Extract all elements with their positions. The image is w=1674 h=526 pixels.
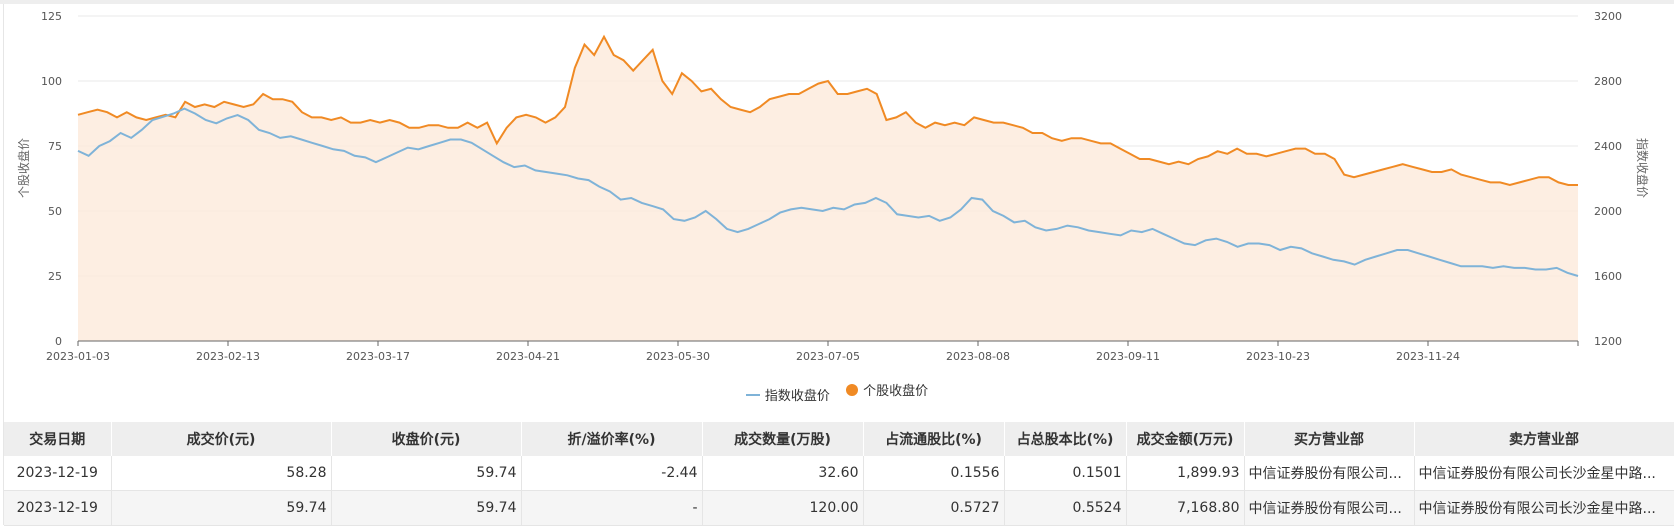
table-header-row: 交易日期 成交价(元) 收盘价(元) 折/溢价率(%) 成交数量(万股) 占流通… bbox=[4, 422, 1674, 456]
left-tick-label: 75 bbox=[48, 140, 62, 153]
stock-price-area bbox=[78, 36, 1578, 342]
right-tick-label: 1600 bbox=[1594, 270, 1622, 283]
left-border bbox=[3, 4, 4, 525]
table-row: 2023-12-19 59.74 59.74 - 120.00 0.5727 0… bbox=[4, 490, 1674, 526]
x-tick-label: 2023-08-08 bbox=[946, 350, 1010, 363]
legend-item-stock[interactable]: 个股收盘价 bbox=[846, 380, 928, 399]
x-tick-label: 2023-03-17 bbox=[346, 350, 410, 363]
x-tick-label: 2023-05-30 bbox=[646, 350, 710, 363]
cell-seller[interactable]: 中信证券股份有限公司长沙金星中路... bbox=[1414, 490, 1674, 526]
right-axis-title: 指数收盘价 bbox=[1635, 138, 1650, 198]
header-trade-date[interactable]: 交易日期 bbox=[4, 422, 112, 456]
chart-legend: 指数收盘价 个股收盘价 bbox=[0, 380, 1674, 404]
header-total-ratio[interactable]: 占总股本比(%) bbox=[1004, 422, 1127, 456]
cell-close-price: 59.74 bbox=[331, 456, 522, 491]
legend-item-index[interactable]: 指数收盘价 bbox=[745, 385, 830, 404]
top-border bbox=[0, 0, 1674, 4]
right-tick-label: 1200 bbox=[1594, 335, 1622, 348]
x-tick-label: 2023-09-11 bbox=[1096, 350, 1160, 363]
header-amount[interactable]: 成交金额(万元) bbox=[1126, 422, 1245, 456]
price-chart: 0 25 50 75 100 125 1200 1600 2000 2400 2800 3200 2… bbox=[16, 10, 1650, 363]
header-buyer[interactable]: 买方营业部 bbox=[1244, 422, 1415, 456]
x-tick-label: 2023-02-13 bbox=[196, 350, 260, 363]
right-tick-label: 2800 bbox=[1594, 75, 1622, 88]
block-trade-table: 交易日期 成交价(元) 收盘价(元) 折/溢价率(%) 成交数量(万股) 占流通… bbox=[4, 422, 1674, 526]
legend-stock-label: 个股收盘价 bbox=[863, 384, 929, 399]
cell-premium-rate: - bbox=[521, 490, 703, 526]
left-axis-title: 个股收盘价 bbox=[16, 138, 31, 198]
stock-price-line bbox=[77, 34, 1578, 187]
header-premium-rate[interactable]: 折/溢价率(%) bbox=[521, 422, 703, 456]
header-close-price[interactable]: 收盘价(元) bbox=[331, 422, 522, 456]
x-tick-label: 2023-10-23 bbox=[1246, 350, 1310, 363]
cell-total-ratio: 0.1501 bbox=[1004, 456, 1127, 491]
right-tick-label: 2400 bbox=[1594, 140, 1622, 153]
cell-close-price: 59.74 bbox=[331, 490, 522, 526]
cell-trade-date: 2023-12-19 bbox=[4, 490, 112, 526]
table-row: 2023-12-19 58.28 59.74 -2.44 32.60 0.155… bbox=[4, 456, 1674, 491]
x-tick-label: 2023-01-03 bbox=[46, 350, 110, 363]
cell-amount: 1,899.93 bbox=[1126, 456, 1245, 491]
cell-buyer[interactable]: 中信证券股份有限公司... bbox=[1244, 456, 1415, 491]
legend-stock-dot-icon bbox=[846, 383, 859, 396]
x-axis-ticks: 2023-01-03 2023-02-13 2023-03-17 2023-04-21… bbox=[46, 341, 1579, 363]
cell-premium-rate: -2.44 bbox=[521, 456, 703, 491]
cell-trade-price: 59.74 bbox=[111, 490, 332, 526]
left-tick-label: 50 bbox=[48, 205, 62, 218]
cell-total-ratio: 0.5524 bbox=[1004, 490, 1127, 526]
left-tick-label: 0 bbox=[55, 335, 62, 348]
cell-buyer[interactable]: 中信证券股份有限公司... bbox=[1244, 490, 1415, 526]
cell-float-ratio: 0.5727 bbox=[863, 490, 1005, 526]
left-y-axis-ticks: 0 25 50 75 100 125 bbox=[41, 10, 62, 348]
header-seller[interactable]: 卖方营业部 bbox=[1414, 422, 1674, 456]
right-tick-label: 2000 bbox=[1594, 205, 1622, 218]
x-tick-label: 2023-04-21 bbox=[496, 350, 560, 363]
cell-float-ratio: 0.1556 bbox=[863, 456, 1005, 491]
x-tick-label: 2023-11-24 bbox=[1396, 350, 1460, 363]
cell-seller[interactable]: 中信证券股份有限公司长沙金星中路... bbox=[1414, 456, 1674, 491]
cell-trade-price: 58.28 bbox=[111, 456, 332, 491]
header-volume[interactable]: 成交数量(万股) bbox=[702, 422, 864, 456]
left-tick-label: 125 bbox=[41, 10, 62, 23]
index-price-line bbox=[77, 107, 1579, 277]
cell-volume: 32.60 bbox=[702, 456, 864, 491]
left-tick-label: 100 bbox=[41, 75, 62, 88]
right-tick-label: 3200 bbox=[1594, 10, 1622, 23]
x-tick-label: 2023-07-05 bbox=[796, 350, 860, 363]
cell-amount: 7,168.80 bbox=[1126, 490, 1245, 526]
header-trade-price[interactable]: 成交价(元) bbox=[111, 422, 332, 456]
legend-index-label: 指数收盘价 bbox=[764, 389, 830, 404]
left-tick-label: 25 bbox=[48, 270, 62, 283]
right-y-axis-ticks: 1200 1600 2000 2400 2800 3200 bbox=[1594, 10, 1622, 348]
cell-volume: 120.00 bbox=[702, 490, 864, 526]
legend-index-line-icon bbox=[745, 393, 760, 396]
cell-trade-date: 2023-12-19 bbox=[4, 456, 112, 491]
header-float-ratio[interactable]: 占流通股比(%) bbox=[863, 422, 1005, 456]
